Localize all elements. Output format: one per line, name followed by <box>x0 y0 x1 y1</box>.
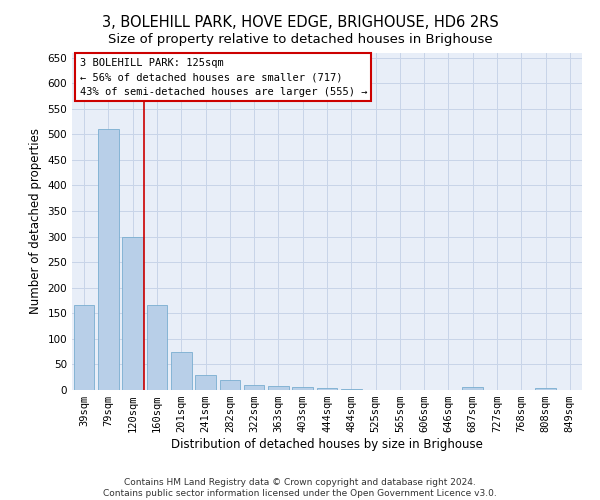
X-axis label: Distribution of detached houses by size in Brighouse: Distribution of detached houses by size … <box>171 438 483 451</box>
Text: 3, BOLEHILL PARK, HOVE EDGE, BRIGHOUSE, HD6 2RS: 3, BOLEHILL PARK, HOVE EDGE, BRIGHOUSE, … <box>101 15 499 30</box>
Text: 3 BOLEHILL PARK: 125sqm
← 56% of detached houses are smaller (717)
43% of semi-d: 3 BOLEHILL PARK: 125sqm ← 56% of detache… <box>80 58 367 97</box>
Text: Contains HM Land Registry data © Crown copyright and database right 2024.
Contai: Contains HM Land Registry data © Crown c… <box>103 478 497 498</box>
Bar <box>74 304 94 390</box>
Text: Size of property relative to detached houses in Brighouse: Size of property relative to detached ho… <box>107 32 493 46</box>
Bar <box>244 385 265 390</box>
Bar <box>268 386 289 390</box>
Bar <box>220 380 240 390</box>
Bar <box>463 388 483 390</box>
Y-axis label: Number of detached properties: Number of detached properties <box>29 128 42 314</box>
Bar <box>292 388 313 390</box>
Bar <box>171 352 191 390</box>
Bar <box>98 129 119 390</box>
Bar <box>195 374 216 390</box>
Bar <box>146 304 167 390</box>
Bar <box>122 236 143 390</box>
Bar <box>535 388 556 390</box>
Bar <box>317 388 337 390</box>
Bar <box>341 389 362 390</box>
